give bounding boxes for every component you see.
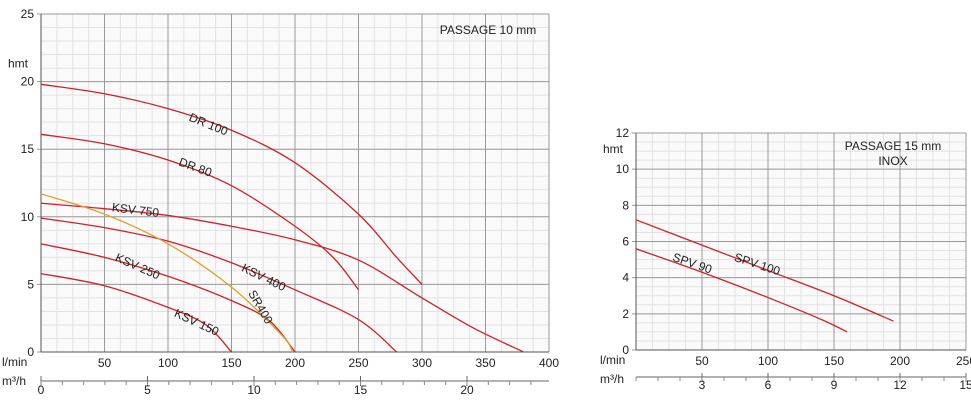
x-tick-label: 150 bbox=[824, 354, 844, 368]
x2-tick-label: 15 bbox=[959, 378, 971, 392]
series-line-ksv-150 bbox=[40, 272, 232, 353]
x-tick-label: 150 bbox=[221, 356, 241, 370]
x2-tick-label: 3 bbox=[699, 378, 706, 392]
y-tick-label: 15 bbox=[21, 142, 35, 156]
y-tick-label: 5 bbox=[27, 277, 34, 291]
series-line-ksv-250 bbox=[40, 243, 296, 353]
x2-axis-label: m³/h bbox=[2, 374, 26, 388]
x2-tick-label: 0 bbox=[38, 383, 45, 397]
x2-tick-label: 10 bbox=[247, 383, 261, 397]
y-axis-label: hmt bbox=[8, 57, 29, 71]
x-tick-label: 400 bbox=[539, 356, 559, 370]
chart-panel-2: 0 2 4 6 8 10 12 hmt 50 100 150 200 250 l/min m³/h 3 6 9 12… bbox=[600, 126, 971, 392]
series-line-sr400 bbox=[40, 193, 294, 353]
y-tick-label: 6 bbox=[622, 235, 629, 249]
x2-tick-label: 5 bbox=[144, 383, 151, 397]
x2-tick-label: 20 bbox=[460, 383, 474, 397]
passage-annotation-text: PASSAGE 15 mm bbox=[845, 139, 941, 153]
passage-annotation-text: INOX bbox=[878, 154, 907, 168]
y-axis-label: hmt bbox=[603, 142, 624, 156]
y-tick-label: 0 bbox=[622, 343, 629, 357]
y-tick-label: 2 bbox=[622, 307, 629, 321]
x-tick-label: 100 bbox=[158, 356, 178, 370]
series-label-ksv-750: KSV 750 bbox=[111, 200, 160, 220]
x2-tick-label: 6 bbox=[765, 378, 772, 392]
series-line-dr-80 bbox=[40, 133, 360, 291]
y-tick-label: 4 bbox=[622, 271, 629, 285]
series-ksv-750: KSV 750 bbox=[40, 200, 524, 353]
x2-tick-label: 12 bbox=[893, 378, 907, 392]
x-tick-label: 200 bbox=[890, 354, 910, 368]
y-tick-label: 12 bbox=[616, 126, 630, 140]
x-tick-label: 50 bbox=[695, 354, 709, 368]
x2-axis-label: m³/h bbox=[600, 372, 624, 386]
y-tick-label: 25 bbox=[21, 7, 35, 21]
passage-annotation-text: PASSAGE 10 mm bbox=[440, 23, 536, 37]
x-axis-label: l/min bbox=[600, 353, 625, 367]
x-axis-label: l/min bbox=[2, 355, 27, 369]
x2-tick-label: 15 bbox=[354, 383, 368, 397]
x-tick-label: 100 bbox=[758, 354, 778, 368]
x-tick-label: 300 bbox=[412, 356, 432, 370]
series-line-spv-100 bbox=[635, 219, 894, 322]
y-tick-label: 20 bbox=[21, 75, 35, 89]
x-tick-label: 200 bbox=[285, 356, 305, 370]
series-line-ksv-400 bbox=[40, 217, 398, 353]
y-tick-label: 10 bbox=[21, 210, 35, 224]
passage-annotation: PASSAGE 10 mm bbox=[440, 23, 536, 37]
series-line-ksv-750 bbox=[40, 202, 524, 353]
x-tick-label: 50 bbox=[98, 356, 112, 370]
x-tick-label: 250 bbox=[956, 354, 971, 368]
series-line-dr-100 bbox=[40, 83, 423, 285]
y-tick-label: 10 bbox=[616, 162, 630, 176]
x-tick-label: 250 bbox=[348, 356, 368, 370]
grid bbox=[37, 13, 550, 353]
x-tick-label: 350 bbox=[475, 356, 495, 370]
x2-tick-label: 9 bbox=[831, 378, 838, 392]
series-line-spv-90 bbox=[635, 248, 848, 333]
y-tick-label: 8 bbox=[622, 198, 629, 212]
y-tick-label: 0 bbox=[27, 345, 34, 359]
